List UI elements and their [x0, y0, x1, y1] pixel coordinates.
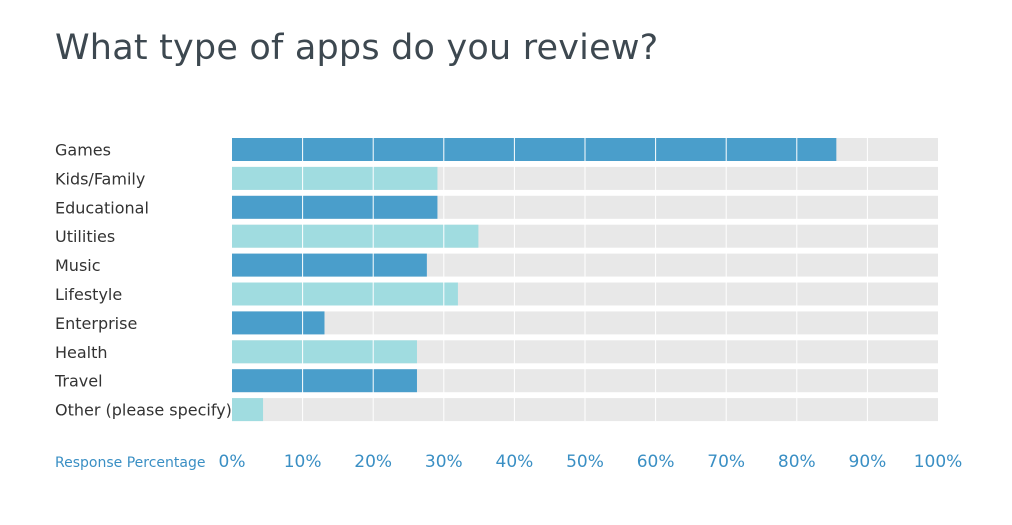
category-label: Enterprise: [55, 314, 137, 333]
bar: [232, 195, 438, 219]
x-tick-label: 80%: [778, 452, 816, 472]
chart-title: What type of apps do you review?: [55, 28, 659, 68]
x-axis-title: Response Percentage: [55, 455, 205, 471]
category-label: Health: [55, 343, 108, 362]
x-tick-labels: 0% 10% 20% 30% 40% 50% 60% 70% 80% 90% 100%: [219, 452, 963, 472]
x-tick-label: 50%: [566, 452, 604, 472]
category-labels: Games Kids/Family Educational Utilities Musi…: [54, 141, 232, 420]
category-label: Educational: [55, 198, 149, 217]
category-label: Other (please specify): [55, 401, 232, 420]
x-tick-label: 10%: [284, 452, 322, 472]
gridlines: [302, 138, 868, 422]
bar: [232, 398, 264, 422]
bar: [232, 224, 479, 248]
x-tick-label: 30%: [425, 452, 463, 472]
category-label: Lifestyle: [55, 285, 122, 304]
x-tick-label: 60%: [637, 452, 675, 472]
x-tick-label: 90%: [849, 452, 887, 472]
category-label: Utilities: [55, 227, 115, 246]
bar: [232, 166, 438, 190]
bar: [232, 369, 417, 393]
x-tick-label: 20%: [354, 452, 392, 472]
x-tick-label: 100%: [914, 452, 963, 472]
x-tick-label: 0%: [219, 452, 246, 472]
x-tick-label: 70%: [707, 452, 745, 472]
bar: [232, 340, 417, 364]
category-label: Kids/Family: [55, 169, 145, 188]
bar: [232, 282, 458, 306]
bar: [232, 138, 837, 161]
bars: [232, 138, 837, 422]
bar: [232, 311, 325, 335]
category-label: Music: [55, 256, 101, 275]
category-label: Travel: [54, 372, 103, 391]
x-tick-label: 40%: [496, 452, 534, 472]
category-label: Games: [55, 141, 111, 160]
bar: [232, 253, 427, 277]
